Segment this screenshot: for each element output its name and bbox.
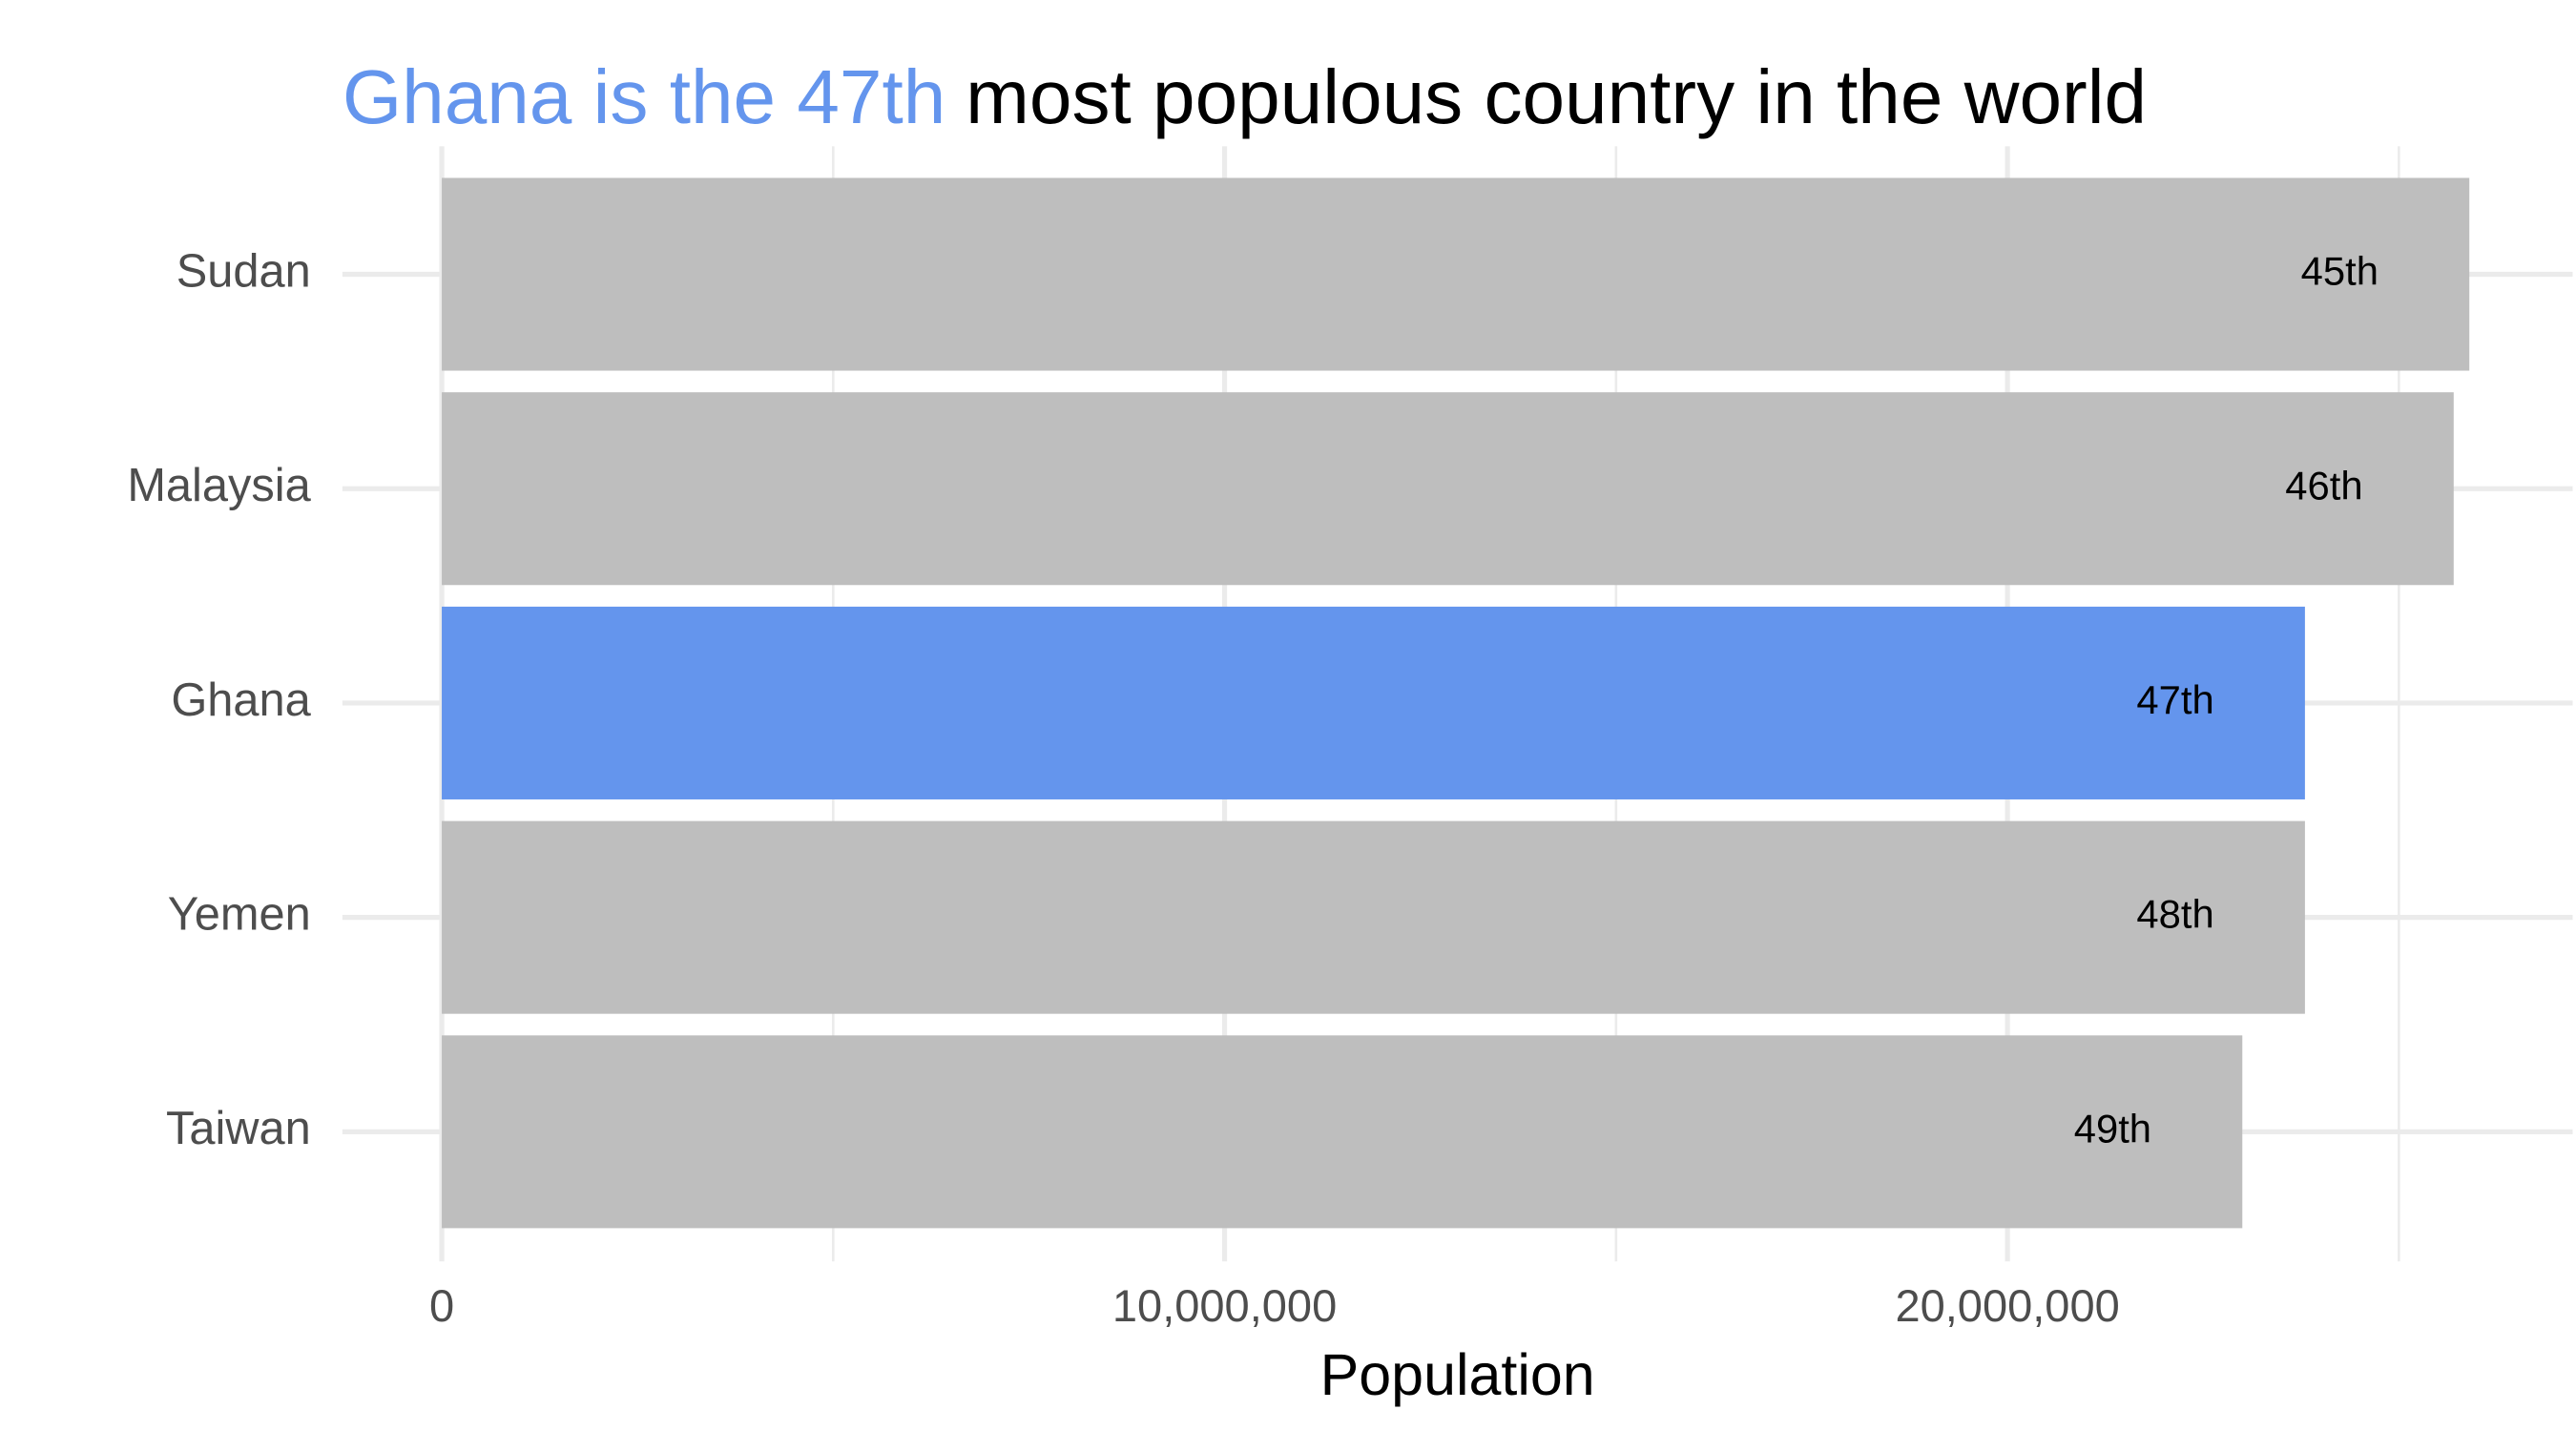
bar-label: 49th — [2074, 1106, 2151, 1151]
title-part: Ghana is the 47th — [343, 53, 945, 139]
y-tick-label: Ghana — [171, 674, 311, 726]
bar — [442, 606, 2305, 799]
x-tick-label: 10,000,000 — [1112, 1280, 1337, 1331]
y-tick-label: Taiwan — [166, 1103, 311, 1154]
title-part: most populous country in the world — [966, 53, 2147, 139]
y-tick-label: Malaysia — [127, 460, 311, 511]
x-tick-label: 0 — [429, 1280, 454, 1331]
chart-title: Ghana is the 47th most populous country i… — [343, 53, 2147, 139]
x-axis-title: Population — [1320, 1342, 1595, 1407]
y-tick-label: Sudan — [177, 245, 311, 297]
bar — [442, 392, 2454, 586]
bar-label: 48th — [2136, 892, 2213, 937]
x-tick-label: 20,000,000 — [1895, 1280, 2119, 1331]
bar-label: 47th — [2136, 677, 2213, 722]
bar — [442, 177, 2470, 371]
bar — [442, 820, 2305, 1014]
bar-label: 46th — [2285, 463, 2362, 508]
bar-label: 45th — [2301, 249, 2379, 294]
y-tick-label: Yemen — [168, 889, 311, 941]
bar — [442, 1035, 2243, 1229]
